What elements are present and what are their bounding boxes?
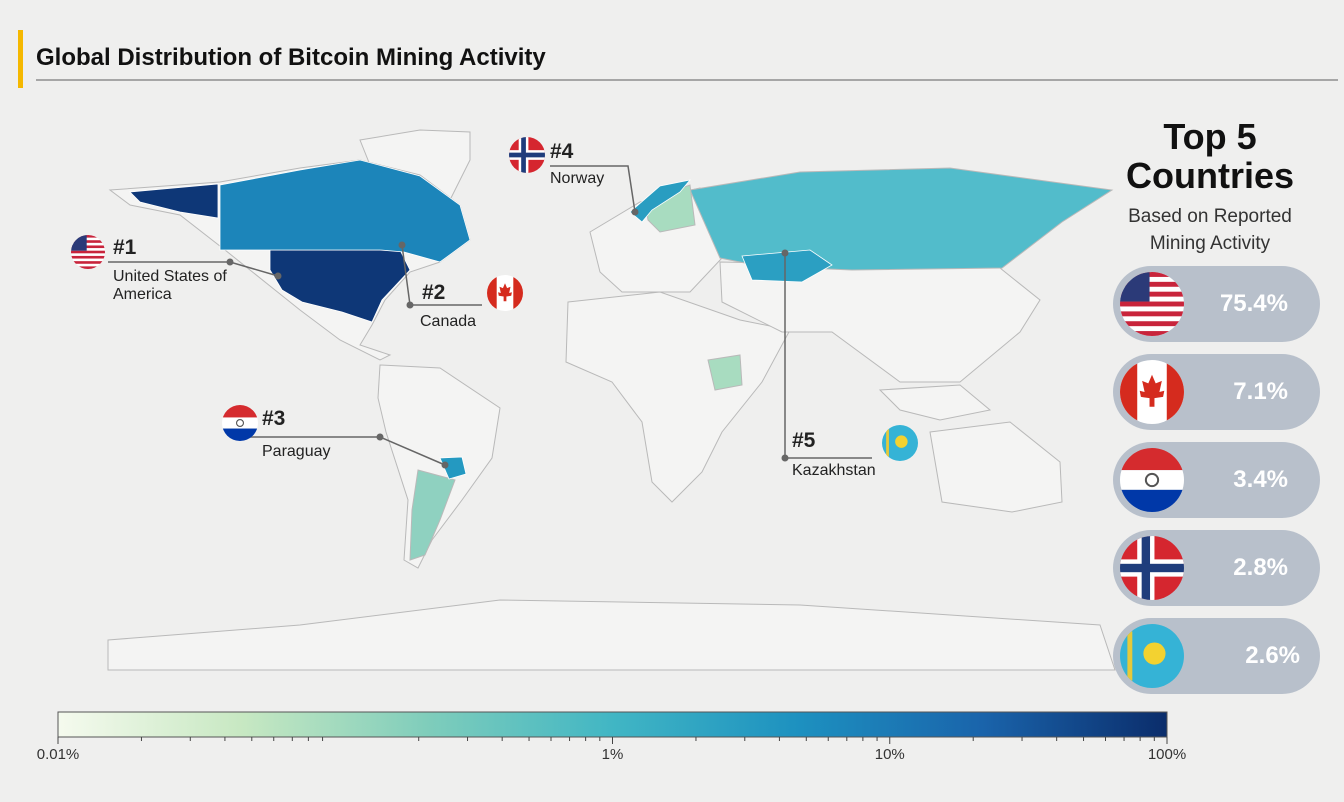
dot <box>781 454 789 462</box>
russia <box>689 167 1114 271</box>
rank: #1 <box>113 236 137 259</box>
leader-dots <box>226 208 789 469</box>
share-label: 3.4% <box>1233 466 1288 493</box>
asia <box>719 261 1041 383</box>
south-america <box>377 364 501 569</box>
dot <box>441 461 449 469</box>
tick-label: 10% <box>874 746 905 763</box>
flag <box>487 275 523 311</box>
share-label: 7.1% <box>1233 378 1288 405</box>
share-label: 75.4% <box>1219 290 1288 317</box>
country-name: Canada <box>420 313 477 330</box>
share-label: 2.6% <box>1245 642 1300 669</box>
rank: #2 <box>422 281 446 304</box>
argentina <box>409 469 456 561</box>
flag <box>882 425 918 461</box>
country-name: Kazakhstan <box>792 462 876 479</box>
flag <box>509 137 545 173</box>
page-title: Global Distribution of Bitcoin Mining Ac… <box>36 44 546 71</box>
tick-label: 100% <box>1147 746 1187 763</box>
flag <box>71 235 105 269</box>
sea-islands <box>878 384 992 421</box>
colorbar <box>57 711 1168 738</box>
flag <box>1120 624 1184 688</box>
country-shape <box>129 183 411 323</box>
dot <box>376 433 384 441</box>
title-accent <box>18 30 23 88</box>
dot <box>398 241 406 249</box>
dot <box>631 208 639 216</box>
country-shape <box>741 249 833 283</box>
panel-subtitle: Based on Reported Mining Activity <box>1128 206 1292 254</box>
dot <box>226 258 234 266</box>
country-shape <box>219 159 471 263</box>
top5-panel <box>1113 266 1320 694</box>
dot <box>274 272 282 280</box>
country-name: Paraguay <box>262 443 331 460</box>
rank: #4 <box>550 140 574 163</box>
australia <box>929 421 1063 513</box>
country-shape <box>629 179 692 223</box>
ethiopia <box>707 354 743 391</box>
tick-label: 0.01% <box>36 746 80 763</box>
dot <box>406 301 414 309</box>
rank: #5 <box>792 429 816 452</box>
tick-label: 1% <box>601 746 624 763</box>
flag <box>222 405 258 441</box>
dot <box>781 249 789 257</box>
colorbar-ticks <box>57 737 1168 744</box>
share-label: 2.8% <box>1233 554 1288 581</box>
country-name: Norway <box>550 170 605 187</box>
leader-line <box>550 165 636 213</box>
country-name: United States of America <box>113 268 227 304</box>
antarctica <box>107 599 1116 671</box>
africa <box>565 291 791 503</box>
rank: #3 <box>262 407 286 430</box>
panel-title: Top 5 Countries <box>1125 116 1294 196</box>
